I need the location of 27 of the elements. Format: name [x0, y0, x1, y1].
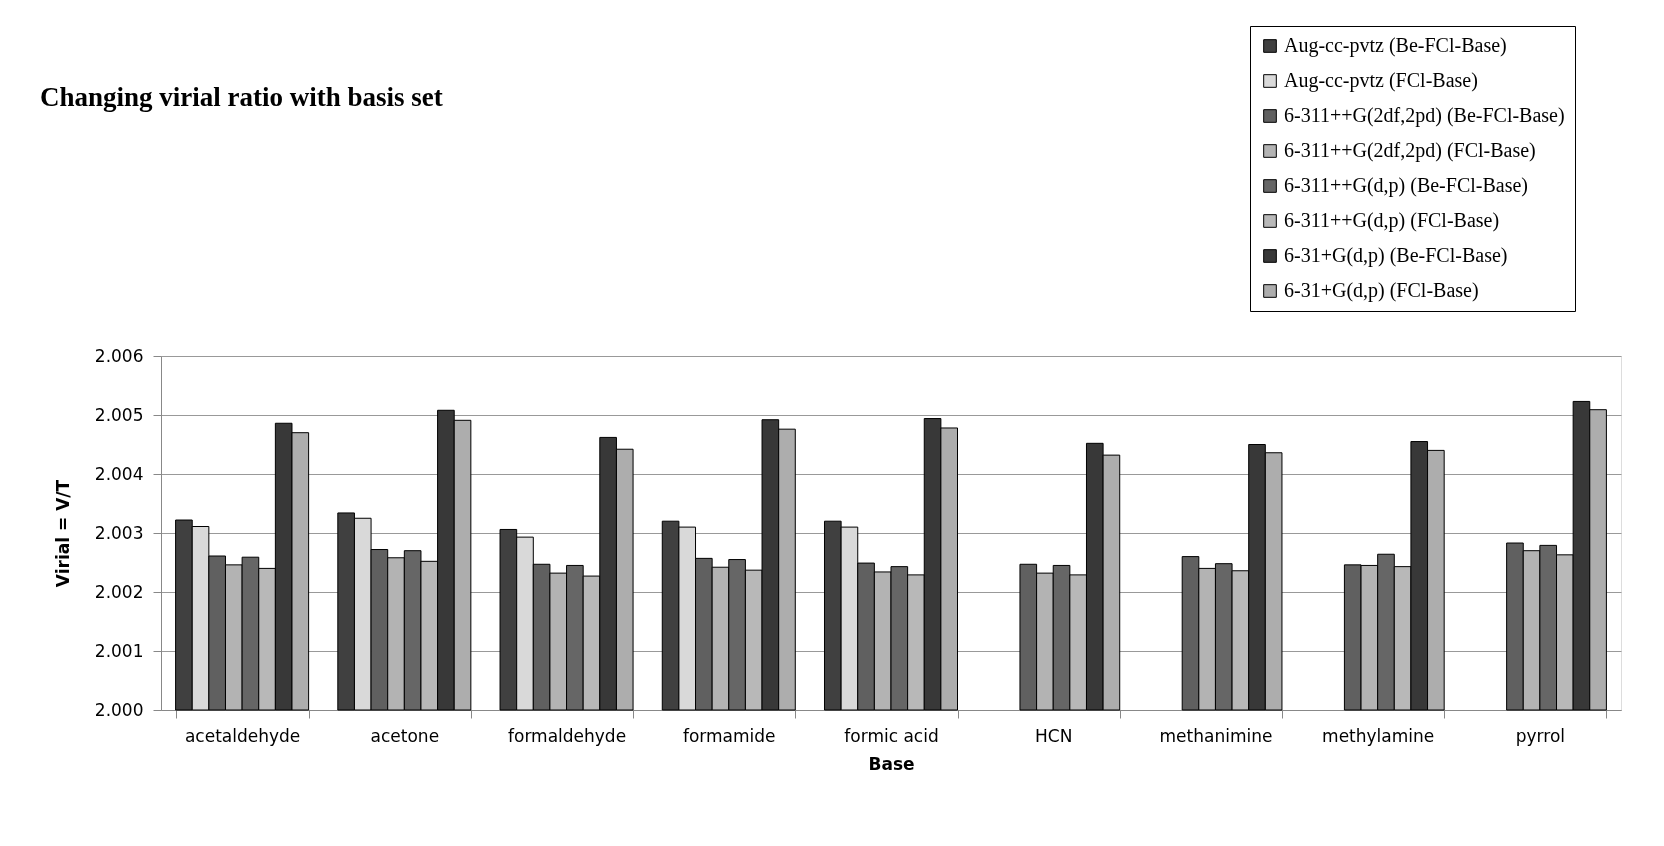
- legend-label: 6-31+G(d,p) (Be-FCl-Base): [1284, 244, 1508, 267]
- chart-title: Changing virial ratio with basis set: [40, 82, 443, 112]
- y-tick-label: 2.001: [94, 640, 144, 661]
- y-axis-title: Virial = V/T: [52, 479, 73, 588]
- legend-label: 6-311++G(2df,2pd) (FCl-Base): [1284, 139, 1536, 162]
- legend-label: 6-311++G(d,p) (Be-FCl-Base): [1284, 174, 1528, 197]
- x-tick-label: methylamine: [1322, 725, 1435, 746]
- legend-label: Aug-cc-pvtz (FCl-Base): [1284, 69, 1478, 92]
- legend-label: 6-31+G(d,p) (FCl-Base): [1284, 279, 1479, 302]
- legend-label: Aug-cc-pvtz (Be-FCl-Base): [1284, 34, 1507, 57]
- y-tick-label: 2.005: [94, 404, 144, 425]
- y-tick-label: 2.006: [94, 345, 144, 366]
- x-tick-label: acetone: [370, 725, 440, 746]
- y-tick-label: 2.004: [94, 463, 144, 484]
- x-axis-title: Base: [868, 753, 915, 774]
- x-tick-label: formaldehyde: [507, 725, 627, 746]
- x-tick-label: methanimine: [1159, 725, 1273, 746]
- x-tick-label: acetaldehyde: [184, 725, 301, 746]
- y-tick-label: 2.002: [94, 581, 144, 602]
- y-tick-label: 2.000: [94, 699, 144, 720]
- legend-label: 6-311++G(2df,2pd) (Be-FCl-Base): [1284, 104, 1565, 127]
- x-tick-label: formic acid: [844, 725, 939, 746]
- legend-label: 6-311++G(d,p) (FCl-Base): [1284, 209, 1500, 232]
- y-tick-label: 2.003: [94, 522, 144, 543]
- x-tick-label: pyrrol: [1515, 725, 1566, 746]
- x-tick-label: HCN: [1035, 725, 1073, 746]
- x-tick-label: formamide: [682, 725, 776, 746]
